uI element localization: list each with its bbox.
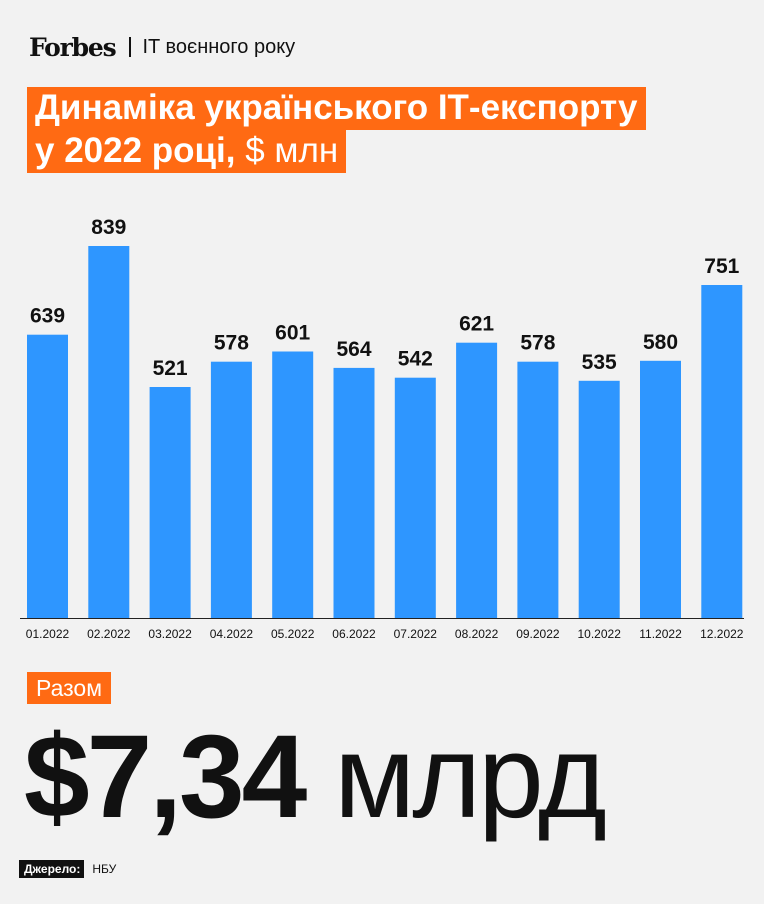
bar-10.2022[interactable] [578, 380, 620, 618]
x-tick-label-07.2022: 07.2022 [394, 627, 438, 641]
x-tick-label-04.2022: 04.2022 [210, 627, 254, 641]
x-tick-label-05.2022: 05.2022 [271, 627, 315, 641]
value-label-05.2022: 601 [275, 322, 310, 345]
total-value: $7,34 млрд [24, 711, 607, 843]
total-unit: млрд [334, 711, 607, 843]
chart-title-text-2: у 2022 році, [35, 131, 236, 170]
bar-11.2022[interactable] [640, 360, 681, 618]
bar-chart: 639 839 521 578 601 564 542 621 578 535 580 751 01.… [20, 216, 744, 641]
chart-title-text-1: Динаміка українського ІТ-експорту [35, 88, 638, 127]
bar-05.2022[interactable] [272, 351, 314, 619]
value-label-08.2022: 621 [459, 313, 494, 336]
x-tick-label-03.2022: 03.2022 [148, 627, 192, 641]
chart-title-line-2: у 2022 році, $ млн [27, 130, 347, 173]
x-tick-label-08.2022: 08.2022 [455, 627, 499, 641]
header-divider [128, 37, 131, 57]
bar-03.2022[interactable] [149, 387, 191, 618]
total-label: Разом [27, 672, 112, 704]
source: Джерело: НБУ [19, 860, 116, 878]
source-label: Джерело: [19, 860, 85, 878]
x-tick-label-01.2022: 01.2022 [26, 627, 70, 641]
value-label-01.2022: 639 [30, 305, 65, 328]
total-number: $7,34 [24, 711, 307, 843]
bar-01.2022[interactable] [27, 334, 68, 618]
source-value: НБУ [92, 862, 117, 876]
header: Forbes IT воєнного року [29, 30, 295, 64]
chart-title-line-1: Динаміка українського ІТ-експорту [27, 87, 646, 130]
bar-04.2022[interactable] [210, 361, 252, 618]
value-label-11.2022: 580 [643, 331, 678, 354]
bar-08.2022[interactable] [456, 342, 498, 618]
value-label-12.2022: 751 [704, 255, 739, 278]
x-axis-labels-group: 01.2022 02.2022 03.2022 04.2022 05.2022 06.20… [26, 627, 744, 641]
x-tick-label-12.2022: 12.2022 [700, 627, 744, 641]
x-tick-label-11.2022: 11.2022 [639, 627, 682, 641]
x-tick-label-06.2022: 06.2022 [332, 627, 376, 641]
section-title: IT воєнного року [142, 35, 296, 58]
bar-02.2022[interactable] [88, 246, 130, 618]
value-labels-group: 639 839 521 578 601 564 542 621 578 535 580 751 [30, 216, 740, 380]
bar-06.2022[interactable] [333, 367, 375, 618]
value-label-02.2022: 839 [91, 216, 126, 239]
value-label-09.2022: 578 [520, 332, 555, 355]
value-label-06.2022: 564 [336, 338, 371, 361]
value-label-10.2022: 535 [582, 351, 617, 374]
value-label-04.2022: 578 [214, 332, 249, 355]
forbes-logo[interactable]: Forbes [29, 32, 117, 62]
bar-07.2022[interactable] [394, 377, 436, 618]
bar-09.2022[interactable] [517, 361, 559, 618]
bar-12.2022[interactable] [701, 285, 743, 618]
x-tick-label-02.2022: 02.2022 [87, 627, 131, 641]
chart-title-unit: $ млн [245, 131, 339, 170]
x-tick-label-10.2022: 10.2022 [578, 627, 622, 641]
x-tick-label-09.2022: 09.2022 [516, 627, 560, 641]
value-label-07.2022: 542 [398, 348, 433, 371]
value-label-03.2022: 521 [153, 357, 188, 380]
bars-group [27, 246, 743, 619]
